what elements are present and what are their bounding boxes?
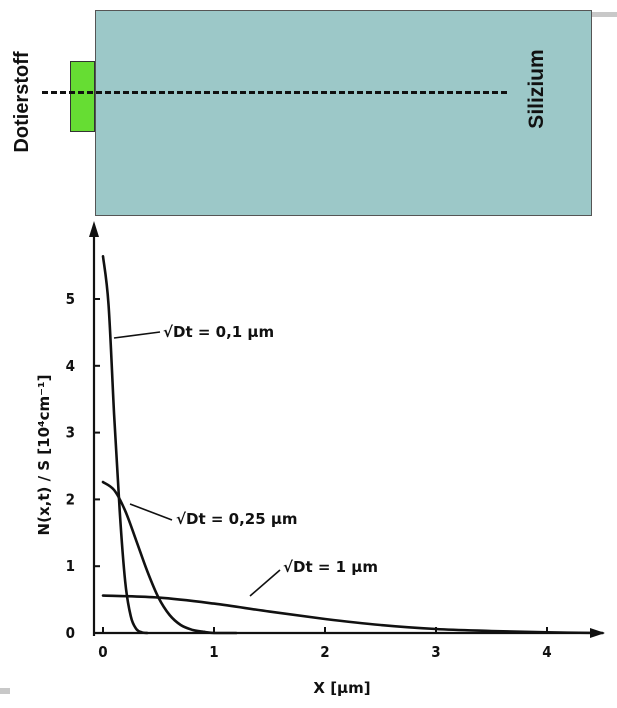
curve-sqrt-dt-1 (101, 594, 604, 635)
annotation-leader-line (129, 503, 173, 521)
silicon-label: Silizium (525, 49, 548, 129)
header-rule (590, 12, 617, 17)
x-axis-label: X [µm] (313, 679, 370, 697)
dopant-block (70, 61, 95, 132)
y-tick-label: 3 (66, 424, 75, 442)
curve-sqrt-dt-0-25 (101, 480, 238, 635)
x-tick-label: 3 (431, 643, 440, 661)
y-axis-arrow (89, 221, 99, 237)
y-tick-label: 0 (66, 624, 75, 642)
y-tick-label: 1 (66, 557, 75, 575)
x-tick-label: 0 (98, 643, 107, 661)
annotation-leader-line (249, 569, 281, 597)
annotation-leader-line (113, 331, 161, 339)
x-tick-label: 2 (320, 643, 329, 661)
x-tick-label: 1 (209, 643, 218, 661)
y-axis-label: N(x,t) / S [10⁴cm⁻¹] (35, 375, 53, 536)
y-tick-label: 5 (66, 290, 75, 308)
depth-axis-dashed-line (42, 91, 507, 94)
chart-ticks: 0 1 2 3 4 0 1 2 3 4 5 (66, 290, 552, 661)
dopant-label: Dotierstoff (11, 51, 33, 153)
curve-annotation-label: √Dt = 0,25 µm (176, 510, 298, 528)
y-tick-label: 2 (66, 490, 75, 508)
y-tick-label: 4 (66, 357, 75, 375)
curve-annotation-label: √Dt = 1 µm (283, 558, 378, 576)
corner-mark (0, 688, 10, 694)
x-tick-label: 4 (542, 643, 551, 661)
silicon-block (95, 10, 592, 216)
curve-sqrt-dt-0-1 (101, 254, 149, 635)
chart-curves (101, 254, 604, 635)
curve-annotation-label: √Dt = 0,1 µm (163, 323, 274, 341)
chart-annotations: √Dt = 0,1 µm √Dt = 0,25 µm √Dt = 1 µm (113, 323, 378, 597)
